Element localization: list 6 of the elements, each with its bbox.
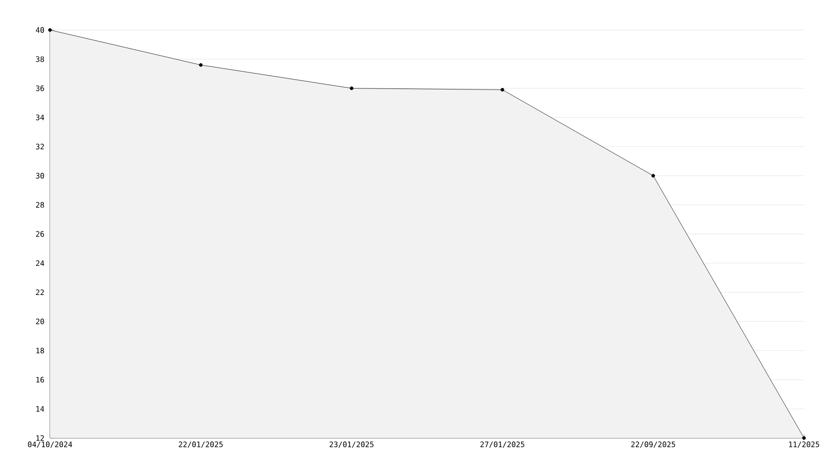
point xyxy=(802,436,806,440)
point xyxy=(48,28,52,32)
point xyxy=(350,86,354,90)
point xyxy=(500,88,504,92)
point xyxy=(651,174,655,178)
point xyxy=(199,63,203,67)
